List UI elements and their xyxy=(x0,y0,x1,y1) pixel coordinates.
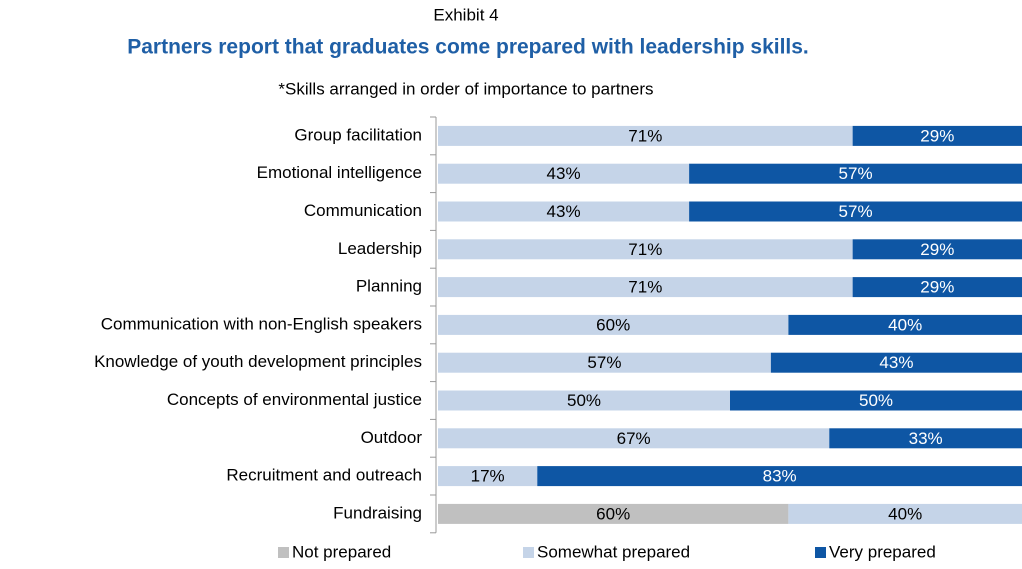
value-label: 40% xyxy=(888,315,922,334)
legend-label: Not prepared xyxy=(292,542,391,561)
exhibit-label: Exhibit 4 xyxy=(433,5,498,24)
bar-segment xyxy=(689,163,1022,184)
bar-segment xyxy=(438,390,730,411)
bar-segment xyxy=(438,428,830,449)
value-label: 29% xyxy=(920,278,954,297)
value-label: 43% xyxy=(547,164,581,183)
bar-segment xyxy=(438,163,690,184)
value-label: 50% xyxy=(859,391,893,410)
chart-title: Partners report that graduates come prep… xyxy=(127,36,809,59)
category-label: Communication xyxy=(304,201,422,220)
bar-segment xyxy=(438,239,853,260)
value-label: 29% xyxy=(920,240,954,259)
category-label: Recruitment and outreach xyxy=(226,466,422,485)
bar-segment xyxy=(438,201,690,222)
value-label: 40% xyxy=(888,504,922,523)
value-label: 60% xyxy=(596,504,630,523)
value-label: 17% xyxy=(471,467,505,486)
bar-segment xyxy=(788,314,1022,335)
bar-segment xyxy=(852,239,1022,260)
category-label: Knowledge of youth development principle… xyxy=(94,352,422,371)
bar-segment xyxy=(770,352,1022,373)
legend-swatch xyxy=(278,547,289,558)
value-label: 57% xyxy=(839,164,873,183)
bar-segment xyxy=(438,125,853,146)
value-label: 29% xyxy=(920,126,954,145)
category-label: Emotional intelligence xyxy=(257,163,422,182)
value-label: 57% xyxy=(587,353,621,372)
value-label: 71% xyxy=(628,278,662,297)
category-label: Outdoor xyxy=(361,428,423,447)
bar-segment xyxy=(689,201,1022,222)
legend-label: Very prepared xyxy=(829,542,936,561)
category-label: Group facilitation xyxy=(294,125,422,144)
category-label: Leadership xyxy=(338,239,422,258)
value-label: 60% xyxy=(596,315,630,334)
legend-swatch xyxy=(815,547,826,558)
bar-segment xyxy=(852,277,1022,298)
value-label: 50% xyxy=(567,391,601,410)
value-label: 71% xyxy=(628,126,662,145)
bar-segment xyxy=(788,503,1022,524)
bar-segment xyxy=(730,390,1022,411)
category-label: Communication with non-English speakers xyxy=(101,314,422,333)
bar-segment xyxy=(829,428,1022,449)
bar-segment xyxy=(852,125,1022,146)
bar-segment xyxy=(438,314,789,335)
value-label: 57% xyxy=(839,202,873,221)
category-label: Concepts of environmental justice xyxy=(167,390,422,409)
bar-segment xyxy=(537,466,1022,487)
value-label: 33% xyxy=(909,429,943,448)
value-label: 67% xyxy=(617,429,651,448)
value-label: 71% xyxy=(628,240,662,259)
chart-subtitle: *Skills arranged in order of importance … xyxy=(278,79,653,98)
bar-segment xyxy=(438,503,789,524)
category-label: Fundraising xyxy=(333,503,422,522)
value-label: 43% xyxy=(547,202,581,221)
legend-label: Somewhat prepared xyxy=(537,542,690,561)
bar-segment xyxy=(438,352,771,373)
legend-swatch xyxy=(523,547,534,558)
value-label: 83% xyxy=(763,467,797,486)
bar-segment xyxy=(438,466,538,487)
category-label: Planning xyxy=(356,277,422,296)
bar-segment xyxy=(438,277,853,298)
value-label: 43% xyxy=(879,353,913,372)
